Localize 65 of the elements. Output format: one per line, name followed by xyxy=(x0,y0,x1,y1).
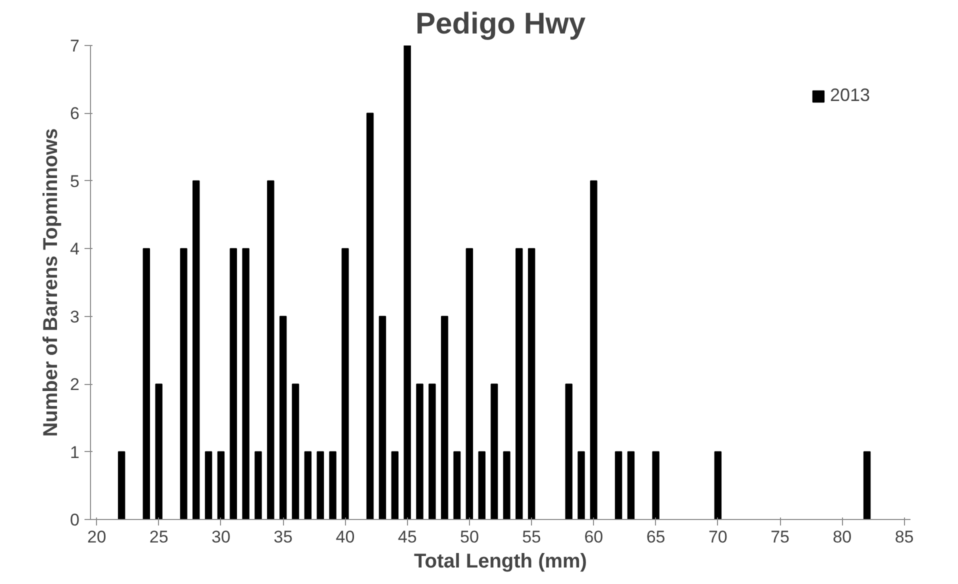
bar xyxy=(292,384,300,520)
bar xyxy=(192,180,200,520)
bar xyxy=(217,451,225,520)
bar xyxy=(366,112,374,520)
bar xyxy=(590,180,598,520)
bar xyxy=(652,451,660,520)
bar xyxy=(279,316,287,520)
x-tick-label: 25 xyxy=(149,528,168,546)
y-tick-label: 3 xyxy=(70,307,80,326)
bar xyxy=(155,384,162,520)
y-tick-label: 1 xyxy=(70,442,80,462)
y-tick-label: 4 xyxy=(70,240,80,259)
bar xyxy=(416,384,424,520)
x-axis-title: Total Length (mm) xyxy=(414,550,587,572)
x-tick-label: 60 xyxy=(584,528,604,546)
bar xyxy=(516,248,523,520)
bar xyxy=(230,248,237,520)
bar xyxy=(242,248,250,520)
bar xyxy=(490,384,498,520)
x-tick-label: 75 xyxy=(770,528,790,546)
bar xyxy=(254,451,262,520)
x-tick-label: 35 xyxy=(274,528,293,546)
bar xyxy=(180,248,188,520)
x-tick-label: 30 xyxy=(212,528,230,546)
bar xyxy=(578,451,585,520)
bar xyxy=(466,248,474,520)
bar xyxy=(204,451,212,520)
x-tick-label: 55 xyxy=(522,528,542,546)
bar xyxy=(267,180,274,520)
bar xyxy=(329,451,336,520)
y-axis-title: Number of Barrens Topminnows xyxy=(40,128,62,437)
bar xyxy=(565,384,572,520)
bar xyxy=(404,46,411,520)
bar xyxy=(440,316,448,520)
y-tick-label: 6 xyxy=(70,104,80,124)
legend-label: 2013 xyxy=(830,85,870,106)
bar xyxy=(453,451,461,520)
x-tick-label: 70 xyxy=(708,528,728,546)
bar xyxy=(142,248,150,520)
bar xyxy=(528,248,536,520)
x-tick-label: 80 xyxy=(832,528,852,546)
x-tick-label: 40 xyxy=(336,528,355,546)
bar xyxy=(503,451,510,520)
bar xyxy=(478,451,486,520)
y-tick-label: 2 xyxy=(70,375,80,394)
x-tick-label: 85 xyxy=(894,528,914,546)
bar xyxy=(627,451,635,520)
x-tick-label: 50 xyxy=(460,528,479,546)
bar xyxy=(316,451,324,520)
y-tick-label: 7 xyxy=(70,36,80,56)
bar xyxy=(714,451,722,520)
bar xyxy=(342,248,349,520)
bar xyxy=(391,451,398,520)
x-tick-label: 65 xyxy=(646,528,666,546)
bar xyxy=(428,384,436,520)
y-tick-label: 0 xyxy=(70,510,80,530)
x-tick-label: 20 xyxy=(87,528,106,546)
x-tick-label: 45 xyxy=(398,528,417,546)
chart-title: Pedigo Hwy xyxy=(415,8,586,40)
bar xyxy=(378,316,386,520)
bar xyxy=(614,451,622,520)
bar xyxy=(863,451,871,520)
bar xyxy=(118,451,126,520)
bar xyxy=(304,451,312,520)
y-tick-label: 5 xyxy=(70,172,80,191)
